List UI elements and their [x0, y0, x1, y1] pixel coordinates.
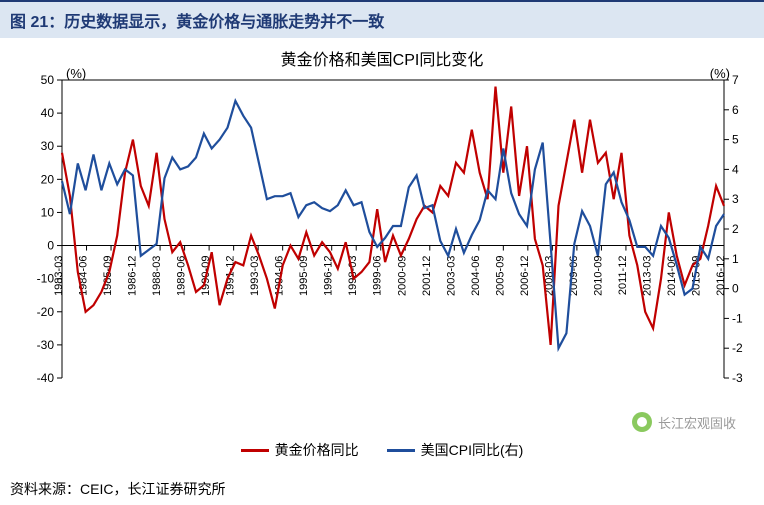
svg-text:-10: -10: [37, 272, 55, 286]
svg-text:4: 4: [732, 162, 739, 176]
svg-text:1: 1: [732, 252, 739, 266]
svg-text:-3: -3: [732, 371, 743, 385]
figure-header: 图 21：历史数据显示，黄金价格与通胀走势并不一致: [0, 0, 764, 38]
svg-text:-30: -30: [37, 338, 55, 352]
source-line: 资料来源：CEIC，长江证券研究所: [10, 479, 225, 499]
svg-text:1993-03: 1993-03: [249, 256, 261, 296]
svg-text:1995-09: 1995-09: [298, 256, 310, 296]
svg-text:2000-09: 2000-09: [396, 256, 408, 296]
legend-swatch: [387, 449, 415, 452]
svg-text:2006-12: 2006-12: [519, 256, 531, 296]
chart-svg: -40-30-20-1001020304050-3-2-101234567198…: [0, 38, 764, 468]
svg-text:3: 3: [732, 192, 739, 206]
svg-text:-20: -20: [37, 305, 55, 319]
legend-label: 黄金价格同比: [275, 440, 359, 460]
wechat-watermark: 长江宏观固收: [632, 412, 736, 432]
svg-text:-2: -2: [732, 341, 743, 355]
chart-legend: 黄金价格同比 美国CPI同比(右): [0, 439, 764, 461]
svg-text:1983-03: 1983-03: [53, 256, 65, 296]
svg-text:30: 30: [41, 139, 55, 153]
svg-text:2001-12: 2001-12: [421, 256, 433, 296]
wechat-icon: [632, 412, 652, 432]
svg-text:2013-03: 2013-03: [641, 256, 653, 296]
svg-text:2011-12: 2011-12: [617, 256, 629, 296]
svg-text:1986-12: 1986-12: [127, 256, 139, 296]
figure-header-title: 图 21：历史数据显示，黄金价格与通胀走势并不一致: [10, 8, 754, 32]
svg-text:2005-09: 2005-09: [494, 256, 506, 296]
svg-text:1988-03: 1988-03: [151, 256, 163, 296]
legend-item: 黄金价格同比: [241, 440, 359, 460]
legend-label: 美国CPI同比(右): [421, 440, 524, 460]
watermark-text: 长江宏观固收: [658, 413, 736, 432]
svg-text:50: 50: [41, 73, 55, 87]
svg-text:0: 0: [47, 239, 54, 253]
svg-text:2016-12: 2016-12: [715, 256, 727, 296]
svg-text:2004-06: 2004-06: [470, 256, 482, 296]
svg-text:5: 5: [732, 133, 739, 147]
svg-text:2003-03: 2003-03: [445, 256, 457, 296]
svg-text:7: 7: [732, 73, 739, 87]
svg-text:2010-09: 2010-09: [592, 256, 604, 296]
svg-text:20: 20: [41, 172, 55, 186]
svg-text:1999-06: 1999-06: [372, 256, 384, 296]
svg-text:-40: -40: [37, 371, 55, 385]
svg-text:6: 6: [732, 103, 739, 117]
legend-item: 美国CPI同比(右): [387, 440, 524, 460]
svg-text:-1: -1: [732, 311, 743, 325]
svg-text:0: 0: [732, 282, 739, 296]
chart-container: 黄金价格和美国CPI同比变化 (%) (%) -40-30-20-1001020…: [0, 38, 764, 468]
svg-text:2: 2: [732, 222, 739, 236]
svg-text:40: 40: [41, 106, 55, 120]
svg-text:10: 10: [41, 205, 55, 219]
legend-swatch: [241, 449, 269, 452]
svg-text:1996-12: 1996-12: [323, 256, 335, 296]
